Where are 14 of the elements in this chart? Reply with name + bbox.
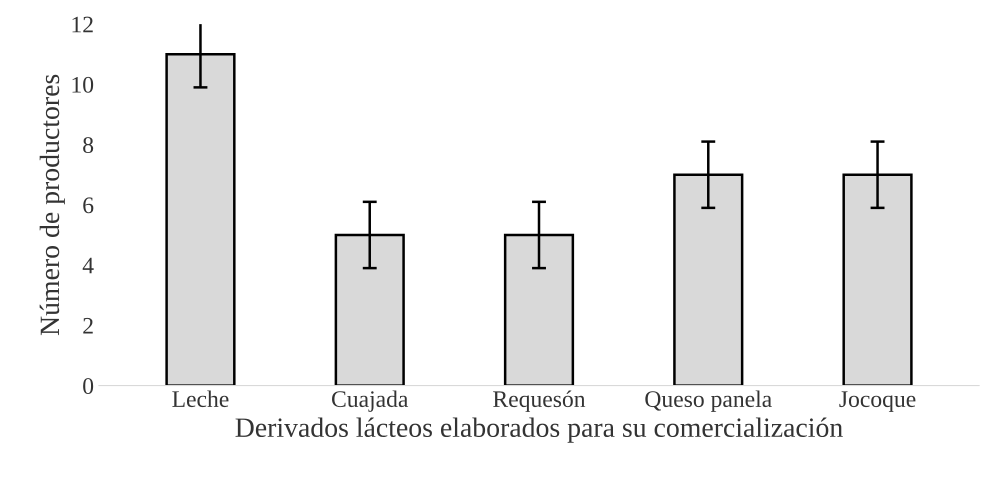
- x-tick-label: Requesón: [493, 390, 586, 412]
- x-tick-label: Leche: [172, 390, 228, 408]
- y-tick-label: 10: [72, 76, 94, 93]
- y-tick-label: 4: [82, 258, 94, 274]
- x-tick-label: Jocoque: [839, 391, 916, 412]
- y-tick-label: 0: [83, 378, 94, 394]
- y-tick-label: 12: [72, 16, 93, 32]
- y-tick-label: 2: [83, 318, 93, 334]
- x-axis-title: Derivados lácteos elaborados para su comercialización: [236, 417, 843, 443]
- y-tick-label: 8: [83, 137, 94, 154]
- y-axis-title: Número de productores: [40, 74, 65, 336]
- x-tick-label: Cuajada: [332, 390, 408, 412]
- y-tick-label: 6: [83, 197, 94, 214]
- x-tick-label: Queso panela: [645, 390, 772, 412]
